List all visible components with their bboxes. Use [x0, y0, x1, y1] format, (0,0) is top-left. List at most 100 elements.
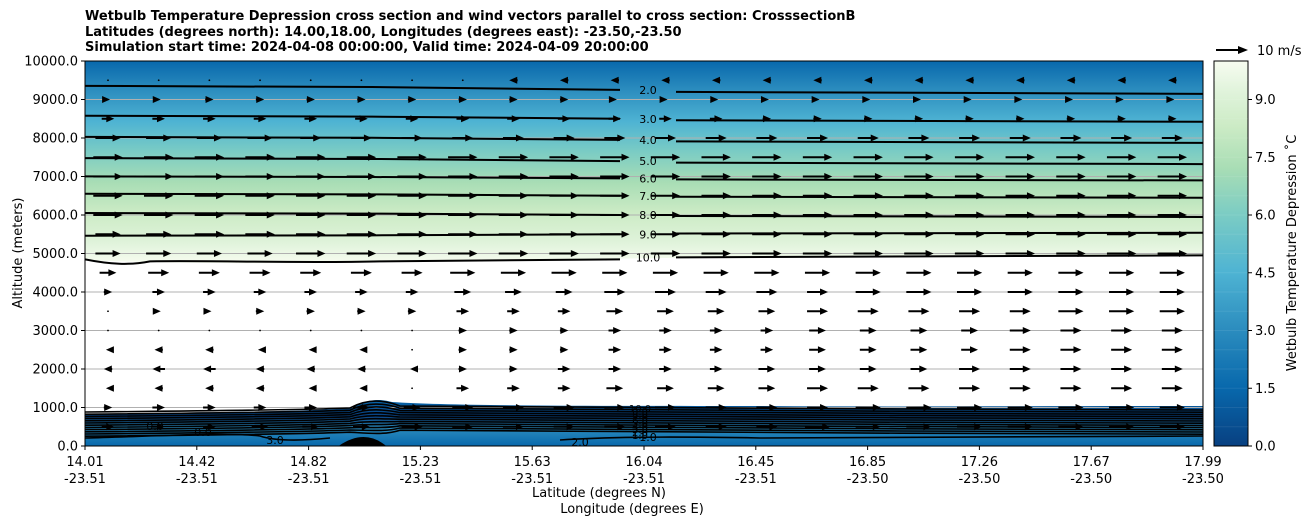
wind-arrow-icon [411, 329, 413, 332]
wind-arrow-icon [247, 134, 273, 142]
wind-arrow-icon [549, 211, 579, 219]
wind-arrow-icon [661, 76, 670, 84]
wind-arrow-icon [353, 404, 370, 411]
chart-title: Wetbulb Temperature Depression cross sec… [85, 9, 855, 56]
wind-arrow-icon [752, 173, 782, 180]
wind-arrow-icon [397, 230, 427, 238]
wind-arrow-icon [906, 269, 932, 277]
wind-arrow-icon [910, 327, 928, 334]
wind-arrow-icon [105, 346, 114, 354]
wind-arrow-icon [148, 269, 170, 277]
wind-arrow-icon [93, 173, 123, 180]
wind-arrow-icon [1005, 211, 1035, 219]
wind-arrow-icon [1056, 192, 1086, 200]
wind-arrow-icon [502, 404, 524, 411]
wind-arrow-icon [961, 346, 978, 354]
wind-arrow-icon [304, 404, 318, 411]
colorbar-tick-label: 7.5 [1255, 151, 1276, 166]
y-tick-label: 0.0 [57, 440, 78, 455]
wind-arrow-icon [1159, 288, 1185, 296]
colorbar-tick-label: 4.5 [1255, 266, 1276, 281]
wind-arrow-icon [604, 423, 626, 431]
wind-arrow-icon [245, 211, 275, 219]
wind-arrow-icon [650, 250, 681, 257]
contour-label: 0.0 [146, 420, 164, 433]
wind-arrow-icon [954, 230, 985, 238]
wind-arrow-icon [296, 211, 326, 219]
wind-arrow-icon [752, 192, 782, 200]
x-tick-label-lon: -23.51 [735, 472, 777, 487]
wind-arrow-icon [904, 211, 934, 219]
wind-arrow-icon [407, 307, 417, 315]
wind-arrow-icon [606, 307, 624, 315]
wind-arrow-icon [1106, 230, 1137, 238]
wind-arrow-icon [448, 173, 478, 180]
wind-arrow-icon [959, 365, 981, 373]
wind-arrow-icon [650, 211, 681, 219]
wind-arrow-icon [608, 115, 622, 123]
wind-arrow-icon [954, 153, 985, 161]
wind-arrow-icon [1159, 404, 1185, 411]
wind-arrow-icon [1058, 307, 1084, 315]
wind-arrow-icon [203, 404, 216, 411]
wind-arrow-icon [194, 153, 225, 161]
wind-arrow-icon [906, 288, 932, 296]
wind-arrow-icon [255, 384, 265, 392]
x-axis: 14.01 -23.51 14.42 -23.51 14.82 -23.51 15.23 -2… [64, 446, 1224, 487]
contour-label: 5.0 [639, 155, 657, 168]
wind-arrow-icon [309, 329, 312, 332]
wind-arrow-icon [756, 404, 778, 411]
wind-arrow-icon [458, 365, 467, 373]
contour-line-lower [85, 406, 1203, 418]
wind-arrow-icon [864, 115, 873, 123]
wind-arrow-icon [461, 79, 464, 82]
wind-arrow-icon [1014, 96, 1023, 103]
wind-arrow-icon [701, 153, 731, 161]
wind-arrow-icon [1115, 96, 1124, 103]
wind-arrow-icon [507, 115, 520, 123]
wind-arrow-icon [809, 327, 826, 334]
wind-arrow-icon [600, 230, 630, 238]
colorbar-tick-label: 1.5 [1255, 382, 1276, 397]
wind-arrow-icon [346, 173, 377, 180]
wind-arrow-icon [701, 173, 731, 180]
wind-arrow-icon [152, 307, 161, 315]
wind-arrow-icon [1157, 230, 1188, 238]
wind-arrow-icon [203, 365, 216, 373]
wind-arrow-icon [807, 384, 829, 392]
wind-arrow-icon [549, 153, 579, 161]
wind-arrow-icon [608, 327, 622, 334]
colorbar-bands [1214, 79, 1248, 428]
wind-arrow-icon [604, 288, 626, 296]
wind-arrow-icon [604, 134, 626, 142]
wind-arrow-icon [608, 346, 622, 354]
wind-arrow-icon [452, 423, 474, 431]
wind-arrow-icon [407, 96, 417, 103]
wind-arrow-icon [306, 307, 315, 315]
y-tick-label: 8000.0 [33, 132, 79, 147]
wind-arrow-icon [807, 288, 829, 296]
wind-arrow-icon [1161, 365, 1183, 373]
wind-arrow-icon [804, 423, 831, 431]
wind-arrow-icon [255, 307, 265, 315]
y-tick-label: 10000.0 [24, 55, 78, 70]
wind-arrow-icon [809, 346, 826, 354]
terrain-bump [339, 436, 386, 446]
wind-arrow-icon [756, 288, 778, 296]
wind-arrow-icon [1007, 404, 1033, 411]
wind-arrow-icon [959, 384, 981, 392]
wind-arrow-icon [296, 230, 326, 238]
wind-arrow-icon [304, 115, 318, 123]
wind-arrow-icon [208, 79, 211, 82]
wind-arrow-icon [857, 134, 879, 142]
wind-arrow-icon [762, 76, 772, 84]
wind-arrow-icon [360, 79, 363, 82]
wind-arrow-icon [1106, 173, 1137, 180]
wind-arrow-icon [498, 173, 529, 180]
wind-arrow-icon [600, 250, 630, 257]
wind-arrow-icon [610, 76, 620, 84]
wind-arrow-icon [659, 346, 672, 354]
wind-arrow-icon [355, 115, 368, 123]
wind-arrow-icon [655, 404, 676, 411]
wind-arrow-icon [701, 250, 731, 257]
